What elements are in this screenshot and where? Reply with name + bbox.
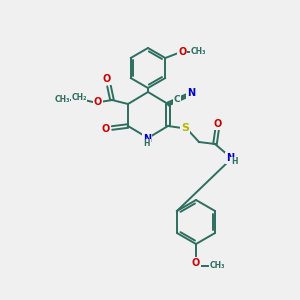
Text: O: O (102, 124, 110, 134)
Text: N: N (187, 88, 195, 98)
Text: S: S (181, 123, 189, 133)
Text: O: O (94, 97, 102, 107)
Text: CH₃: CH₃ (190, 47, 206, 56)
Text: CH₃: CH₃ (209, 262, 225, 271)
Text: O: O (192, 258, 200, 268)
Text: N: N (143, 134, 151, 144)
Text: O: O (214, 119, 222, 129)
Text: O: O (103, 74, 111, 84)
Text: N: N (226, 153, 234, 163)
Text: C: C (174, 95, 180, 104)
Text: H: H (144, 140, 150, 148)
Text: CH₂: CH₂ (71, 94, 87, 103)
Text: CH₃: CH₃ (54, 95, 70, 104)
Text: O: O (178, 47, 186, 57)
Text: H: H (231, 158, 237, 166)
